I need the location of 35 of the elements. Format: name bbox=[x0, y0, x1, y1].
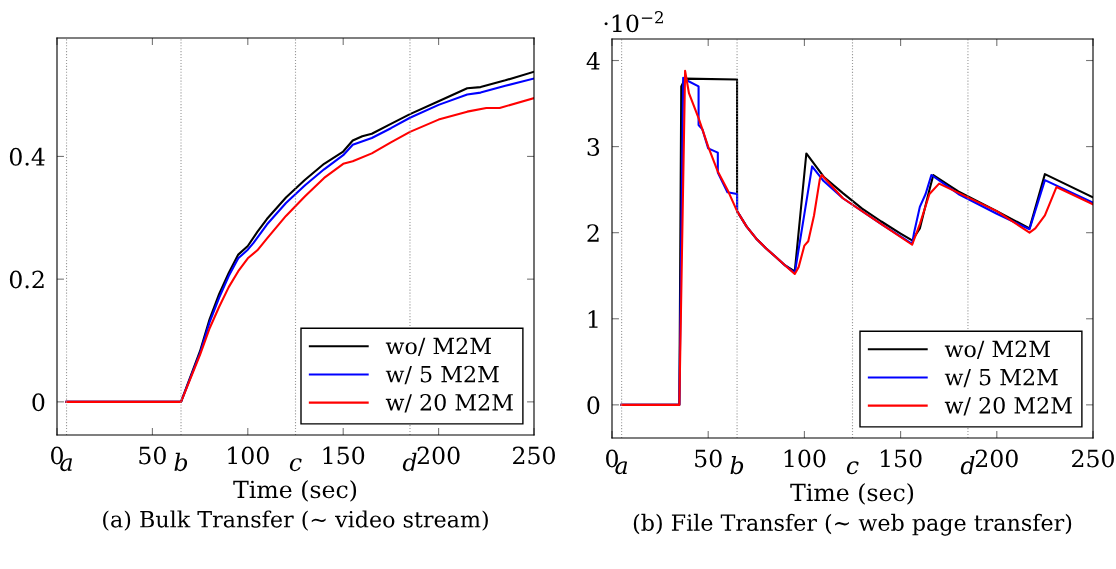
y-tick-label: 0.4 bbox=[9, 147, 45, 166]
legend-label: wo/ M2M bbox=[944, 340, 1050, 360]
legend-label: wo/ M2M bbox=[385, 337, 491, 357]
x-tick-label: 200 bbox=[975, 449, 1018, 468]
y-tick-label: 0 bbox=[587, 396, 600, 415]
ref-line-label: c bbox=[846, 461, 859, 475]
legend-label: w/ 5 M2M bbox=[385, 365, 499, 385]
y-tick-label: 4 bbox=[586, 51, 600, 70]
text: ·10$^{−2}$ bbox=[604, 11, 663, 33]
text: (a) Bulk Transfer (∼ video stream) bbox=[103, 510, 488, 531]
x-tick-label: 100 bbox=[784, 449, 826, 468]
y-tick-label: 0 bbox=[32, 393, 45, 412]
ref-line-label: b bbox=[174, 452, 188, 472]
y-tick-label: 3 bbox=[587, 138, 600, 156]
x-tick-label: 150 bbox=[323, 446, 365, 465]
x-axis-title: Time (sec) bbox=[790, 483, 914, 505]
x-tick-label: 250 bbox=[513, 446, 555, 465]
x-tick-label: 150 bbox=[880, 449, 922, 468]
ref-line-label: d bbox=[960, 455, 975, 475]
legend-label: w/ 20 M2M bbox=[944, 396, 1072, 416]
x-tick-label: 50 bbox=[695, 449, 722, 468]
x-tick-label: 100 bbox=[228, 446, 269, 465]
y-tick-label: 0.2 bbox=[9, 270, 44, 289]
y-tick-label: 1 bbox=[588, 310, 598, 328]
y-tick-label: 2 bbox=[587, 224, 599, 242]
x-axis-title: Time (sec) bbox=[233, 480, 357, 502]
legend-label: w/ 20 M2M bbox=[385, 393, 513, 413]
text: (b) File Transfer (∼ web page transfer) bbox=[633, 513, 1072, 536]
ref-line-label: d bbox=[402, 452, 417, 472]
ref-line-label: c bbox=[289, 458, 302, 472]
ref-line-label: b bbox=[730, 455, 744, 475]
x-tick-label: 50 bbox=[139, 446, 166, 465]
x-tick-label: 200 bbox=[417, 446, 460, 465]
legend-label: w/ 5 M2M bbox=[944, 368, 1058, 388]
x-tick-label: 250 bbox=[1072, 449, 1114, 468]
